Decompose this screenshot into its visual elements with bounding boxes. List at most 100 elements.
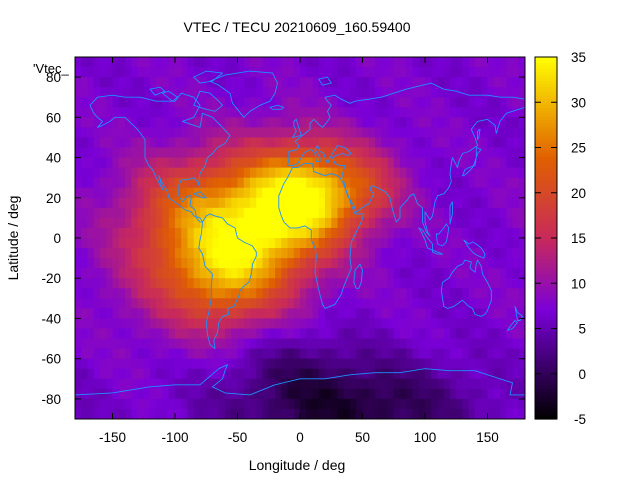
heatmap-cell bbox=[437, 318, 445, 330]
heatmap-cell bbox=[162, 278, 170, 289]
heatmap-cell bbox=[368, 268, 376, 279]
heatmap-cell bbox=[350, 67, 357, 78]
heatmap-cell bbox=[175, 97, 182, 108]
heatmap-cell bbox=[106, 288, 114, 299]
heatmap-cell bbox=[437, 388, 445, 400]
heatmap-cell bbox=[125, 358, 132, 370]
heatmap-cell bbox=[487, 77, 495, 88]
heatmap-cell bbox=[181, 248, 189, 259]
heatmap-cell bbox=[287, 67, 295, 78]
heatmap-cell bbox=[368, 298, 376, 309]
heatmap-cell bbox=[506, 77, 514, 88]
heatmap-cell bbox=[281, 147, 289, 159]
colorbar-band bbox=[535, 331, 557, 336]
heatmap-cell bbox=[212, 57, 220, 68]
heatmap-cell bbox=[181, 87, 189, 98]
heatmap-cell bbox=[118, 77, 126, 88]
heatmap-cell bbox=[181, 388, 189, 400]
colorbar-band bbox=[535, 406, 557, 411]
heatmap-cell bbox=[350, 97, 357, 108]
heatmap-cell bbox=[162, 147, 170, 159]
heatmap-cell bbox=[493, 57, 501, 68]
heatmap-cell bbox=[368, 137, 376, 149]
heatmap-cell bbox=[331, 278, 339, 289]
heatmap-cell bbox=[250, 147, 257, 159]
heatmap-cell bbox=[150, 177, 157, 189]
heatmap-cell bbox=[112, 268, 120, 279]
heatmap-cell bbox=[400, 117, 407, 128]
heatmap-cell bbox=[412, 67, 420, 78]
heatmap-cell bbox=[393, 338, 401, 350]
heatmap-cell bbox=[500, 328, 507, 340]
heatmap-cell bbox=[262, 127, 270, 139]
heatmap-cell bbox=[475, 177, 482, 189]
heatmap-cell bbox=[193, 197, 201, 209]
heatmap-cell bbox=[318, 127, 326, 139]
heatmap-cell bbox=[200, 207, 207, 219]
heatmap-cell bbox=[81, 117, 89, 128]
heatmap-cell bbox=[443, 157, 451, 169]
heatmap-cell bbox=[137, 157, 145, 169]
heatmap-cell bbox=[425, 308, 432, 320]
heatmap-cell bbox=[131, 57, 139, 68]
heatmap-cell bbox=[343, 358, 351, 370]
coastline bbox=[449, 201, 453, 225]
heatmap-cell bbox=[400, 258, 407, 269]
heatmap-cell bbox=[175, 57, 182, 68]
heatmap-cell bbox=[200, 187, 207, 199]
heatmap-cell bbox=[87, 308, 95, 320]
heatmap-cell bbox=[325, 77, 332, 88]
heatmap-cell bbox=[300, 227, 307, 239]
heatmap-cell bbox=[187, 388, 195, 400]
heatmap-cell bbox=[493, 278, 501, 289]
heatmap-cell bbox=[418, 197, 426, 209]
heatmap-cell bbox=[206, 308, 214, 320]
heatmap-cell bbox=[493, 258, 501, 269]
heatmap-cell bbox=[262, 298, 270, 309]
heatmap-cell bbox=[493, 97, 501, 108]
heatmap-cell bbox=[125, 388, 132, 400]
heatmap-cell bbox=[337, 67, 345, 78]
heatmap-cell bbox=[206, 278, 214, 289]
heatmap-cell bbox=[475, 408, 482, 419]
heatmap-cell bbox=[187, 278, 195, 289]
heatmap-cell bbox=[406, 328, 414, 340]
heatmap-cell bbox=[125, 87, 132, 98]
heatmap-cell bbox=[431, 298, 439, 309]
heatmap-cell bbox=[131, 388, 139, 400]
heatmap-cell bbox=[325, 368, 332, 380]
heatmap-cell bbox=[506, 147, 514, 159]
heatmap-cell bbox=[362, 157, 370, 169]
heatmap-cell bbox=[131, 408, 139, 419]
heatmap-cell bbox=[218, 217, 226, 229]
heatmap-cell bbox=[475, 127, 482, 139]
heatmap-cell bbox=[243, 157, 251, 169]
heatmap-cell bbox=[75, 177, 82, 189]
heatmap-cell bbox=[106, 368, 114, 380]
heatmap-cell bbox=[268, 248, 276, 259]
heatmap-cell bbox=[512, 368, 520, 380]
heatmap-cell bbox=[262, 197, 270, 209]
heatmap-cell bbox=[256, 268, 264, 279]
heatmap-cell bbox=[243, 147, 251, 159]
heatmap-cell bbox=[137, 398, 145, 410]
heatmap-cell bbox=[412, 248, 420, 259]
heatmap-cell bbox=[475, 378, 482, 390]
heatmap-cell bbox=[81, 338, 89, 350]
heatmap-cell bbox=[137, 147, 145, 159]
heatmap-cell bbox=[368, 378, 376, 390]
heatmap-cell bbox=[481, 398, 489, 410]
heatmap-cell bbox=[125, 227, 132, 239]
heatmap-cell bbox=[443, 238, 451, 249]
heatmap-cell bbox=[318, 268, 326, 279]
heatmap-cell bbox=[281, 248, 289, 259]
heatmap-cell bbox=[87, 278, 95, 289]
heatmap-cell bbox=[81, 227, 89, 239]
heatmap-cell bbox=[356, 117, 364, 128]
heatmap-cell bbox=[125, 157, 132, 169]
x-tick-label: 150 bbox=[476, 430, 499, 445]
heatmap-cell bbox=[443, 248, 451, 259]
heatmap-cell bbox=[200, 227, 207, 239]
colorbar-band bbox=[535, 304, 557, 308]
heatmap-cell bbox=[487, 238, 495, 249]
